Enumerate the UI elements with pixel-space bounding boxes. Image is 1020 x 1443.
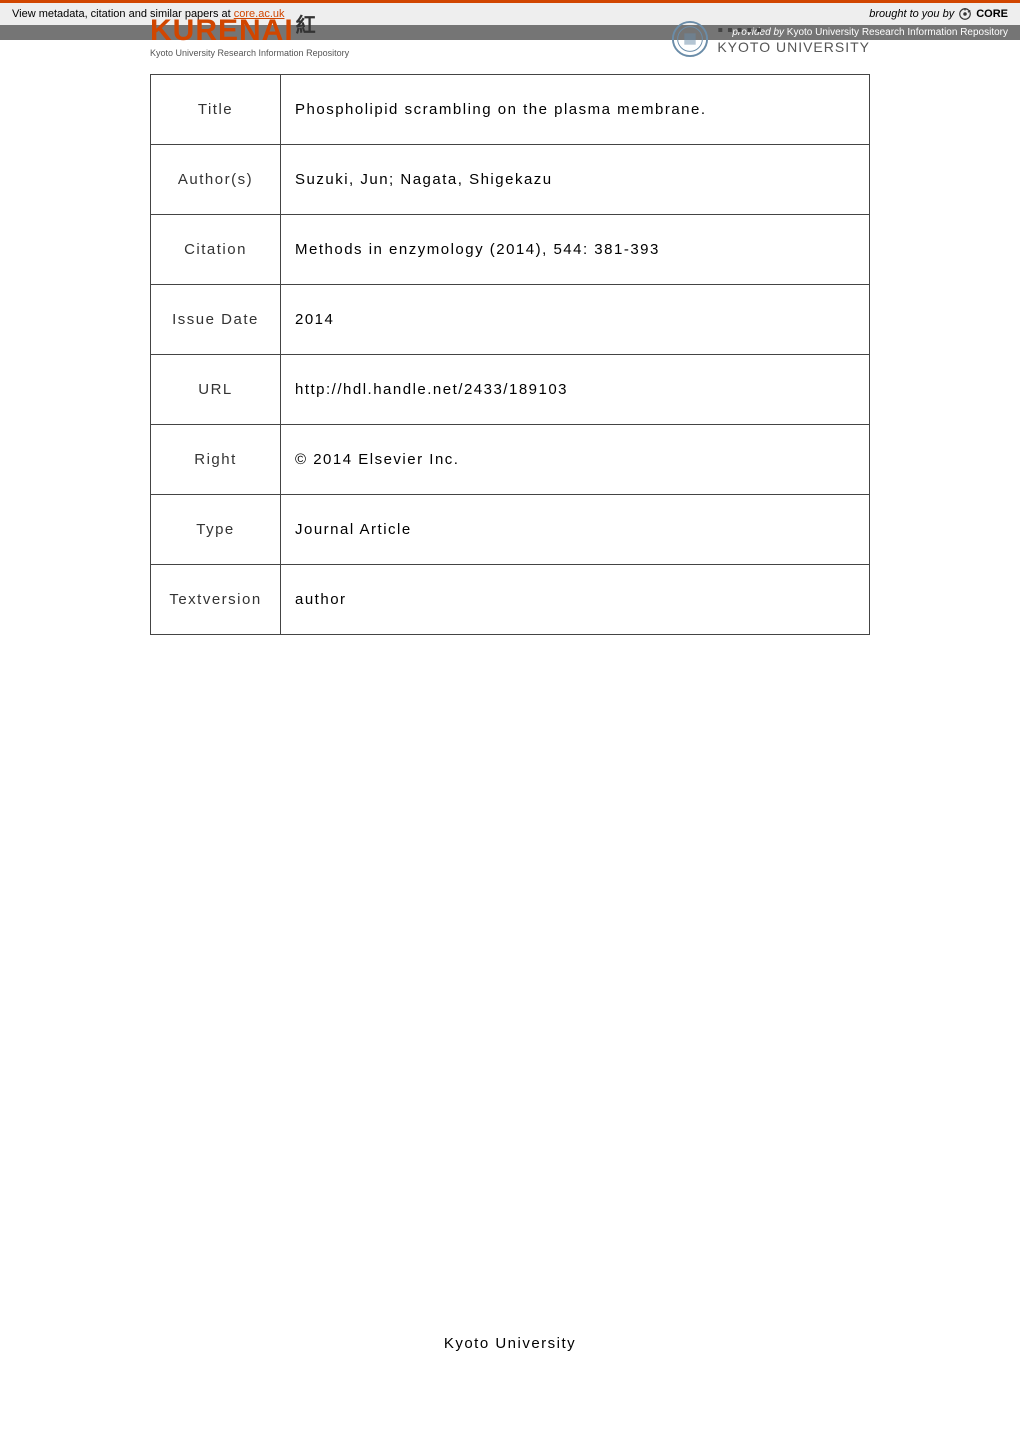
meta-label: Author(s) [151,145,281,215]
banner-right-prefix: brought to you by [869,8,954,20]
kurenai-text: KURENAI [150,16,294,46]
meta-label: Issue Date [151,285,281,355]
university-name-en: KYOTO UNIVERSITY [717,39,870,55]
meta-value: Methods in enzymology (2014), 544: 381-3… [281,215,870,285]
page-footer: Kyoto University [0,1335,1020,1382]
table-row: Textversion author [151,565,870,635]
kurenai-logo: KURENAI 紅 Kyoto University Research Info… [150,16,349,58]
table-row: Citation Methods in enzymology (2014), 5… [151,215,870,285]
meta-label: Title [151,75,281,145]
repository-header: KURENAI 紅 Kyoto University Research Info… [0,16,1020,64]
table-row: Issue Date 2014 [151,285,870,355]
meta-label: Type [151,495,281,565]
table-row: Author(s) Suzuki, Jun; Nagata, Shigekazu [151,145,870,215]
meta-value: http://hdl.handle.net/2433/189103 [281,355,870,425]
core-icon [958,7,972,21]
kurenai-jp-char: 紅 [296,16,317,36]
meta-label: Textversion [151,565,281,635]
meta-value: Phospholipid scrambling on the plasma me… [281,75,870,145]
banner-right: brought to you by CORE [869,7,1008,21]
university-logo: ▪▪▪▪▪ KYOTO UNIVERSITY [671,20,870,58]
university-text: ▪▪▪▪▪ KYOTO UNIVERSITY [717,23,870,55]
core-label: CORE [976,8,1008,20]
meta-value: Journal Article [281,495,870,565]
meta-value: 2014 [281,285,870,355]
metadata-table-body: Title Phospholipid scrambling on the pla… [151,75,870,635]
table-row: Type Journal Article [151,495,870,565]
meta-value: © 2014 Elsevier Inc. [281,425,870,495]
meta-value: Suzuki, Jun; Nagata, Shigekazu [281,145,870,215]
meta-value: author [281,565,870,635]
kurenai-subtitle: Kyoto University Research Information Re… [150,48,349,58]
table-row: Right © 2014 Elsevier Inc. [151,425,870,495]
meta-label: URL [151,355,281,425]
table-row: Title Phospholipid scrambling on the pla… [151,75,870,145]
metadata-table: Title Phospholipid scrambling on the pla… [150,74,870,635]
university-seal-icon [671,20,709,58]
meta-label: Right [151,425,281,495]
university-name-jp: ▪▪▪▪▪ [717,23,765,39]
meta-label: Citation [151,215,281,285]
kurenai-wordmark: KURENAI 紅 [150,16,349,46]
table-row: URL http://hdl.handle.net/2433/189103 [151,355,870,425]
